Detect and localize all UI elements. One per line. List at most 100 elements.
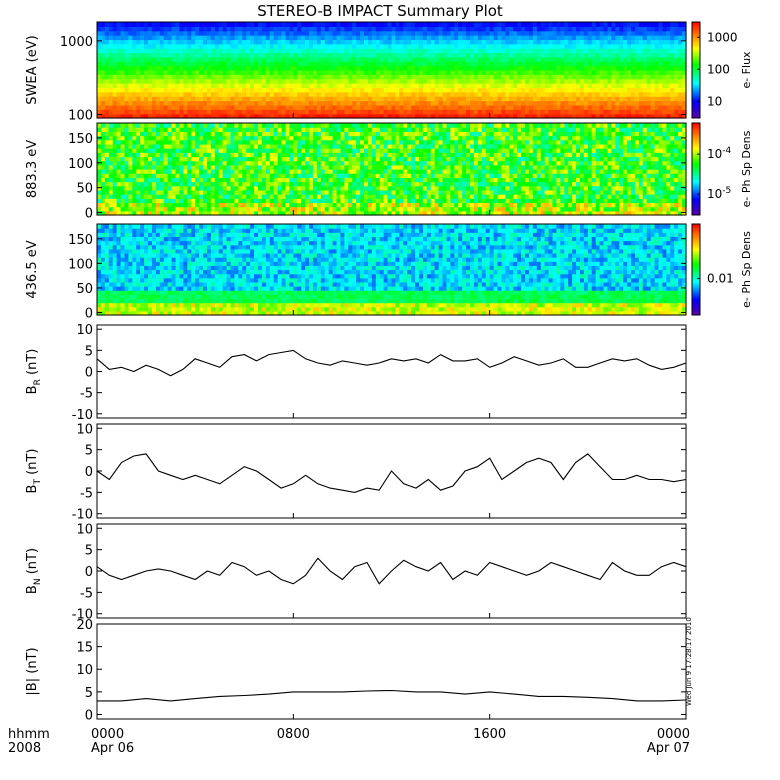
heatmap-cell bbox=[579, 35, 585, 41]
heatmap-cell bbox=[544, 56, 550, 62]
heatmap-cell bbox=[309, 30, 314, 36]
heatmap-cell bbox=[187, 52, 192, 58]
heatmap-cell bbox=[674, 56, 679, 62]
heatmap-cell bbox=[116, 206, 122, 212]
heatmap-cell bbox=[124, 43, 130, 49]
heatmap-cell bbox=[634, 74, 640, 80]
heatmap-cell bbox=[297, 152, 302, 158]
heatmap-cell bbox=[218, 148, 224, 153]
heatmap-cell bbox=[179, 139, 184, 145]
heatmap-cell bbox=[163, 48, 169, 54]
heatmap-cell bbox=[670, 87, 675, 93]
heatmap-cell bbox=[462, 100, 467, 106]
heatmap-cell bbox=[179, 169, 184, 174]
heatmap-cell bbox=[356, 198, 361, 204]
heatmap-cell bbox=[505, 70, 510, 75]
heatmap-cell bbox=[104, 61, 110, 67]
heatmap-cell bbox=[301, 43, 306, 49]
heatmap-cell bbox=[544, 100, 550, 106]
heatmap-cell bbox=[281, 202, 287, 208]
heatmap-cell bbox=[195, 83, 200, 89]
heatmap-cell bbox=[108, 104, 114, 110]
heatmap-cell bbox=[199, 48, 204, 54]
heatmap-cell bbox=[305, 123, 310, 128]
heatmap-cell bbox=[269, 43, 275, 49]
heatmap-cell bbox=[222, 61, 228, 67]
heatmap-cell bbox=[191, 113, 196, 119]
heatmap-cell bbox=[214, 113, 220, 119]
heatmap-cell bbox=[383, 104, 389, 110]
heatmap-cell bbox=[132, 26, 137, 32]
heatmap-cell bbox=[277, 210, 283, 216]
heatmap-cell bbox=[148, 74, 153, 80]
heatmap-cell bbox=[375, 22, 381, 27]
heatmap-cell bbox=[595, 43, 601, 49]
heatmap-cell bbox=[257, 160, 263, 166]
heatmap-cell bbox=[619, 91, 624, 97]
heatmap-cell bbox=[230, 143, 236, 149]
heatmap-cell bbox=[242, 22, 247, 27]
heatmap-cell bbox=[320, 160, 326, 166]
heatmap-cell bbox=[446, 61, 451, 67]
heatmap-cell bbox=[293, 177, 298, 183]
heatmap-cell bbox=[371, 127, 377, 132]
heatmap-cell bbox=[140, 65, 145, 71]
heatmap-cell bbox=[509, 113, 514, 119]
heatmap-cell bbox=[434, 83, 440, 89]
heatmap-cell bbox=[210, 169, 216, 174]
heatmap-cell bbox=[203, 48, 208, 54]
heatmap-cell bbox=[316, 181, 322, 187]
heatmap-cell bbox=[379, 39, 385, 45]
heatmap-cell bbox=[155, 202, 161, 208]
heatmap-cell bbox=[246, 164, 251, 170]
heatmap-cell bbox=[415, 83, 420, 89]
heatmap-cell bbox=[112, 104, 118, 110]
heatmap-cell bbox=[340, 48, 345, 54]
heatmap-cell bbox=[136, 104, 141, 110]
heatmap-cell bbox=[167, 87, 173, 93]
heatmap-cell bbox=[179, 113, 184, 119]
heatmap-cell bbox=[238, 56, 243, 62]
heatmap-cell bbox=[470, 22, 475, 27]
heatmap-cell bbox=[662, 56, 667, 62]
heatmap-cell bbox=[324, 22, 330, 27]
heatmap-cell bbox=[187, 61, 192, 67]
heatmap-cell bbox=[254, 52, 259, 58]
heatmap-cell bbox=[218, 74, 224, 80]
heatmap-cell bbox=[316, 127, 322, 132]
heatmap-cell bbox=[289, 194, 294, 199]
heatmap-cell bbox=[234, 127, 239, 132]
heatmap-cell bbox=[151, 160, 157, 166]
heatmap-cell bbox=[171, 70, 177, 75]
heatmap-cell bbox=[281, 194, 287, 199]
heatmap-cell bbox=[375, 48, 381, 54]
heatmap-cell bbox=[517, 96, 522, 102]
heatmap-cell bbox=[367, 87, 373, 93]
heatmap-cell bbox=[163, 135, 169, 141]
heatmap-cell bbox=[112, 52, 118, 58]
heatmap-cell bbox=[391, 113, 397, 119]
heatmap-cell bbox=[399, 52, 404, 58]
heatmap-cell bbox=[305, 91, 310, 97]
heatmap-cell bbox=[195, 160, 200, 166]
heatmap-cell bbox=[132, 87, 137, 93]
heatmap-cell bbox=[171, 83, 177, 89]
heatmap-cell bbox=[206, 56, 212, 62]
heatmap-cell bbox=[230, 35, 236, 41]
heatmap-cell bbox=[332, 160, 338, 166]
heatmap-cell bbox=[356, 56, 361, 62]
heatmap-cell bbox=[540, 48, 546, 54]
heatmap-cell bbox=[104, 131, 110, 137]
heatmap-cell bbox=[285, 83, 291, 89]
heatmap-cell bbox=[336, 160, 342, 166]
heatmap-cell bbox=[108, 109, 114, 115]
heatmap-cell bbox=[356, 189, 361, 195]
heatmap-cell bbox=[352, 181, 357, 187]
heatmap-cell bbox=[230, 152, 236, 158]
heatmap-cell bbox=[199, 74, 204, 80]
heatmap-cell bbox=[144, 206, 149, 212]
heatmap-cell bbox=[230, 78, 236, 84]
heatmap-cell bbox=[199, 43, 204, 49]
heatmap-cell bbox=[171, 52, 177, 58]
heatmap-cell bbox=[477, 39, 483, 45]
